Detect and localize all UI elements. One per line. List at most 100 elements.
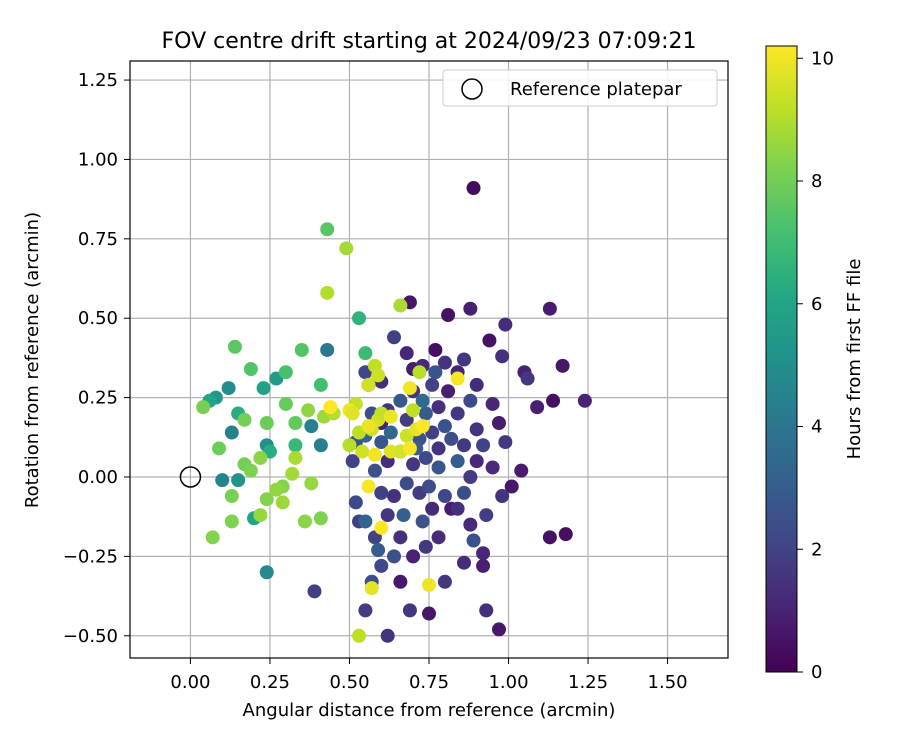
data-point xyxy=(320,342,335,357)
y-tick-label: −0.25 xyxy=(63,546,118,567)
colorbar-gradient xyxy=(765,45,798,673)
x-tick-label: 0.75 xyxy=(409,672,449,693)
colorbar-tick-label: 4 xyxy=(811,417,822,438)
data-point xyxy=(215,473,230,488)
data-point xyxy=(469,422,484,437)
data-point xyxy=(542,530,557,545)
data-point xyxy=(450,454,465,469)
data-point xyxy=(520,371,535,386)
data-point xyxy=(422,577,436,592)
data-point xyxy=(431,530,446,545)
data-point xyxy=(418,450,433,465)
data-point xyxy=(320,285,335,300)
x-tick-label: 1.00 xyxy=(488,672,528,693)
data-point xyxy=(345,454,360,469)
x-tick-label: 0.00 xyxy=(170,672,210,693)
data-point xyxy=(542,301,557,316)
x-axis-label: Angular distance from reference (arcmin) xyxy=(243,700,616,721)
data-point xyxy=(504,479,519,494)
data-point xyxy=(231,473,246,488)
data-point xyxy=(323,400,338,415)
data-point xyxy=(495,349,510,364)
data-point xyxy=(383,425,398,440)
data-point xyxy=(437,489,452,504)
y-tick-label: 0.25 xyxy=(78,388,118,409)
data-point xyxy=(288,416,303,431)
data-point xyxy=(428,342,443,357)
data-point xyxy=(285,466,300,481)
legend-label-reference-platepar: Reference platepar xyxy=(510,79,682,100)
data-point xyxy=(402,603,417,618)
data-point xyxy=(399,346,414,361)
colorbar-tick-label: 8 xyxy=(811,171,822,192)
data-point xyxy=(278,396,293,411)
data-point xyxy=(393,574,408,589)
y-tick-label: 0.50 xyxy=(78,308,118,329)
data-point xyxy=(367,463,382,478)
data-point xyxy=(205,530,220,545)
data-point xyxy=(555,358,570,373)
x-tick-label: 0.25 xyxy=(250,672,290,693)
data-point xyxy=(352,628,367,643)
data-point xyxy=(364,581,379,596)
data-point xyxy=(450,371,465,386)
data-point xyxy=(469,454,484,469)
colorbar: 0 2 4 6 8 10 Hours from first FF file xyxy=(765,45,865,683)
data-point xyxy=(428,365,443,380)
data-point xyxy=(304,476,319,491)
x-axis-ticks: 0.00 0.25 0.50 0.75 1.00 1.25 1.50 xyxy=(170,658,688,693)
data-point xyxy=(374,520,389,535)
data-point xyxy=(406,403,421,418)
data-point xyxy=(456,485,471,500)
data-point xyxy=(491,622,506,637)
data-point xyxy=(431,441,446,456)
x-tick-label: 1.25 xyxy=(568,672,608,693)
data-point xyxy=(387,330,402,345)
data-point xyxy=(415,514,430,529)
data-point xyxy=(224,489,239,504)
data-point xyxy=(437,574,452,589)
colorbar-tick-label: 2 xyxy=(811,539,822,560)
data-point xyxy=(313,377,328,392)
data-point xyxy=(456,438,471,453)
data-point xyxy=(476,558,491,573)
data-point xyxy=(358,603,373,618)
data-point xyxy=(374,485,389,500)
data-point xyxy=(358,514,373,529)
data-point xyxy=(393,530,408,545)
data-point xyxy=(479,603,494,618)
data-point xyxy=(422,479,436,494)
data-point xyxy=(212,441,227,456)
data-point xyxy=(402,441,417,456)
data-point xyxy=(577,393,592,408)
data-point xyxy=(463,301,478,316)
data-point xyxy=(437,419,452,434)
data-point xyxy=(269,482,284,497)
data-point xyxy=(476,546,491,561)
data-point xyxy=(259,565,274,580)
colorbar-ticks: 0 2 4 6 8 10 xyxy=(797,48,834,683)
data-point xyxy=(387,549,402,564)
data-point xyxy=(393,298,408,313)
data-point xyxy=(358,346,373,361)
data-point xyxy=(422,606,436,621)
data-point xyxy=(469,377,484,392)
data-point xyxy=(495,489,510,504)
x-tick-label: 0.50 xyxy=(329,672,369,693)
data-point xyxy=(530,400,545,415)
data-point xyxy=(227,339,242,354)
colorbar-tick-label: 6 xyxy=(811,294,822,315)
data-point xyxy=(352,311,367,326)
data-point xyxy=(415,419,430,434)
data-point xyxy=(425,377,440,392)
data-point xyxy=(342,438,357,453)
reference-platepar-marker xyxy=(179,466,202,488)
data-point xyxy=(425,501,440,516)
data-point xyxy=(393,393,408,408)
data-point xyxy=(444,431,459,446)
data-point xyxy=(437,355,452,370)
y-tick-label: −0.50 xyxy=(63,626,118,647)
colorbar-tick-label: 10 xyxy=(811,48,834,69)
data-point xyxy=(431,460,446,475)
